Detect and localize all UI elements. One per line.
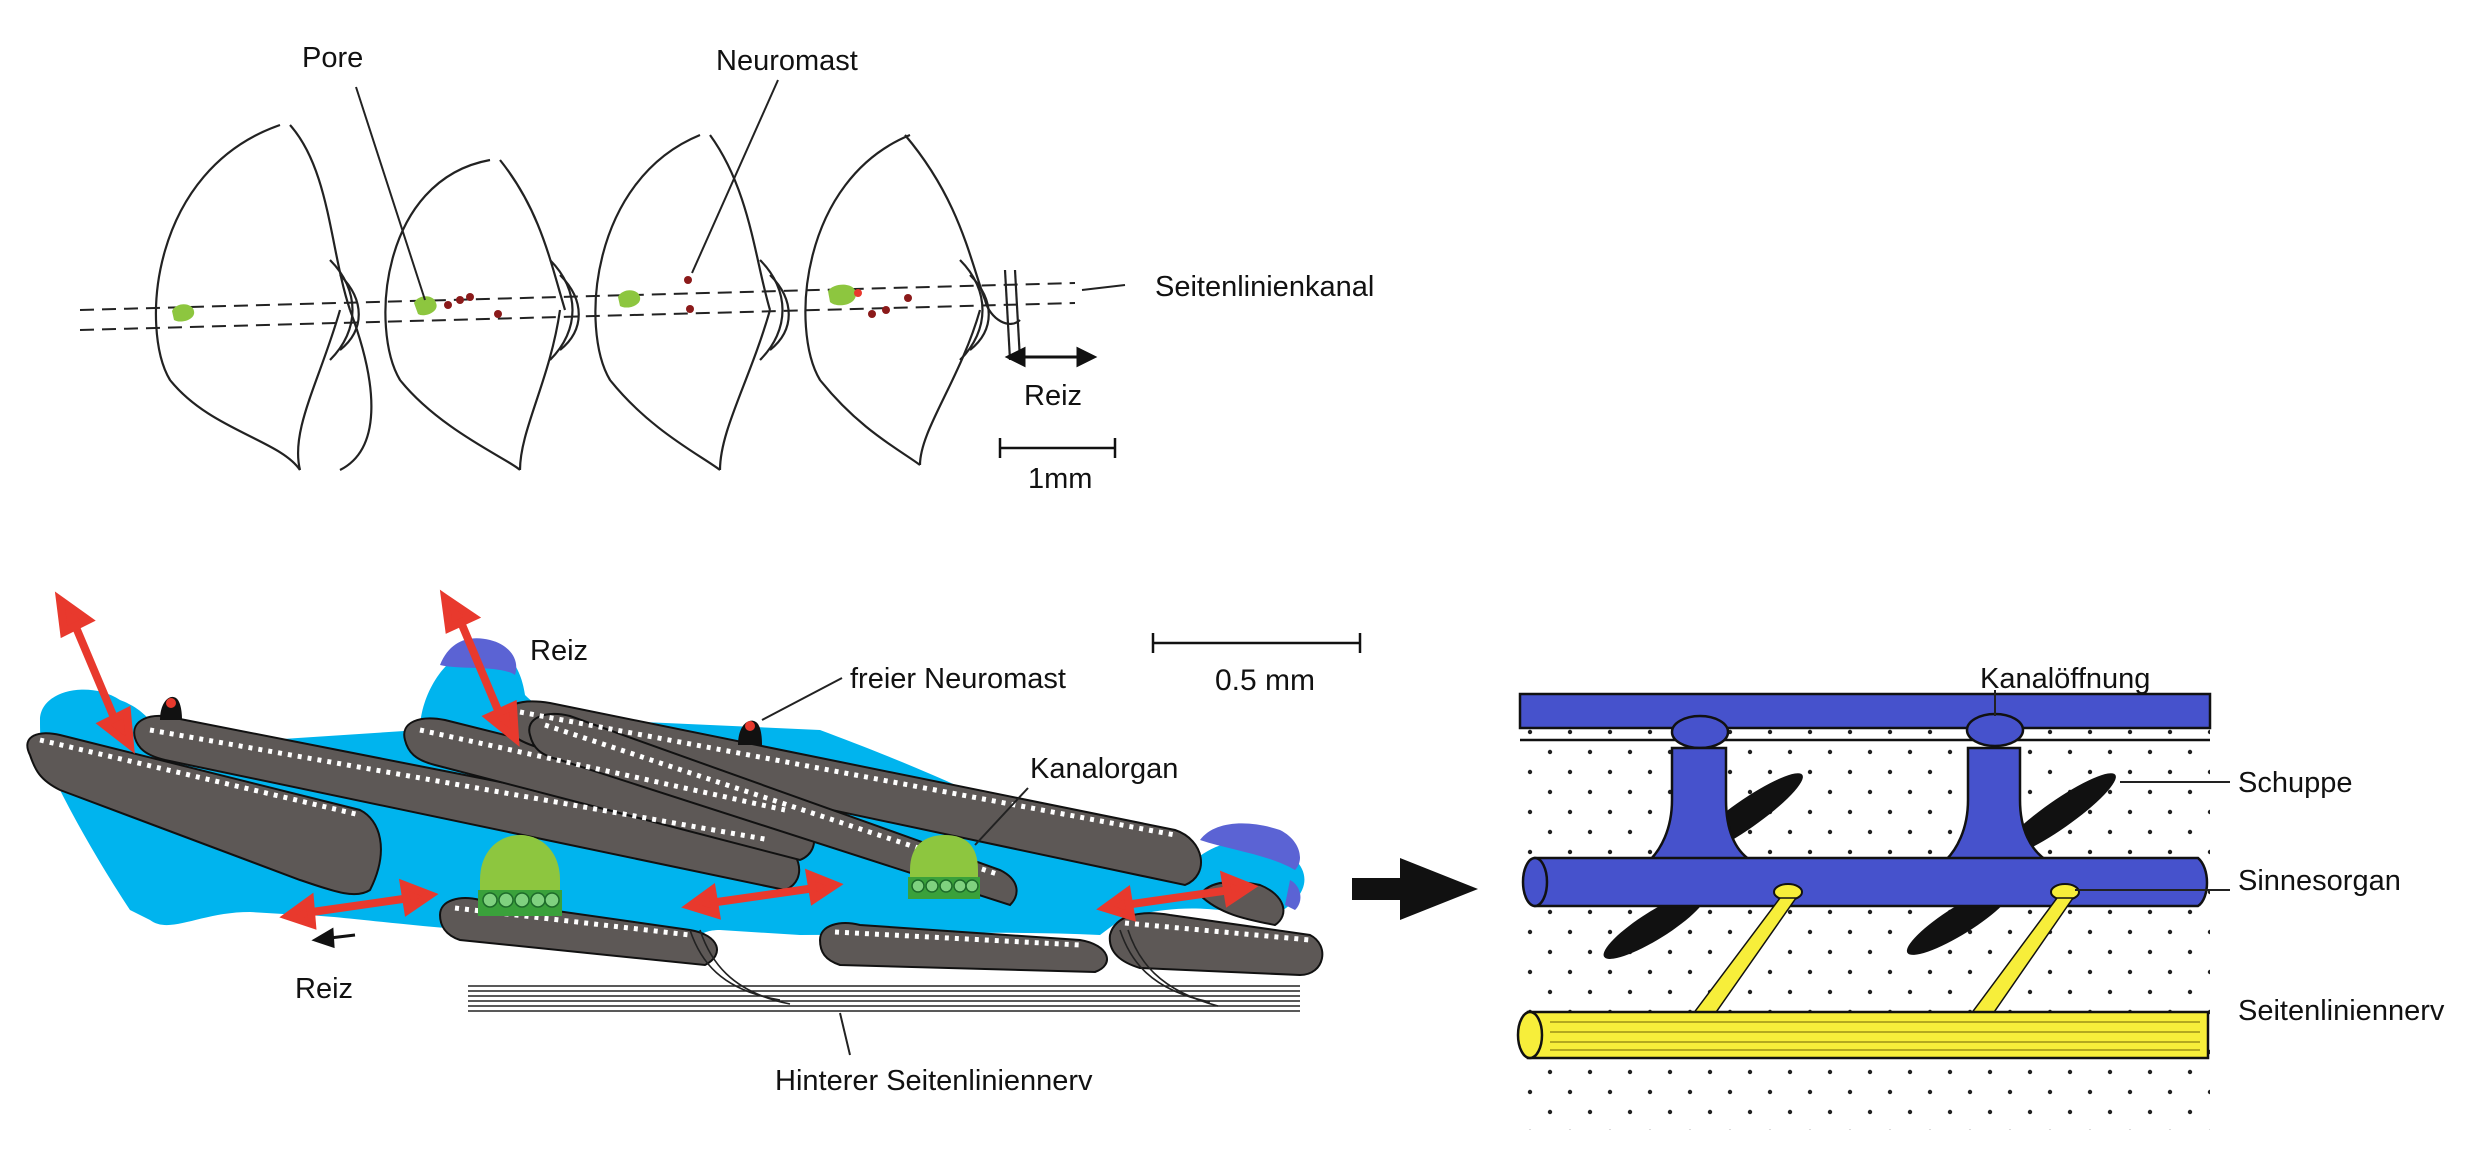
free-neuromast-icons [160, 696, 762, 745]
neuromast-dots [444, 276, 912, 318]
canal-schematic-panel [1516, 690, 2230, 1130]
neuromast-label: Neuromast [716, 45, 858, 77]
stimulus-arrow-top [1004, 346, 1098, 368]
scale-label-bottom: 0.5 mm [1215, 664, 1315, 697]
scale-outline [804, 133, 921, 466]
canal-organ-1 [478, 835, 562, 916]
scale-bar-bottom [1151, 633, 1362, 653]
stimulus-label-upper: Reiz [530, 635, 588, 667]
transition-arrow [1352, 858, 1478, 920]
pore-label: Pore [302, 42, 363, 74]
scale-outline [154, 123, 301, 471]
canal-opening-label: Kanalöffnung [1980, 663, 2150, 695]
canal-label: Seitenlinienkanal [1155, 271, 1374, 303]
stimulus-arrows-red [54, 589, 1259, 930]
sense-organ-label: Sinnesorgan [2238, 865, 2401, 897]
posterior-nerve-label: Hinterer Seitenliniennerv [775, 1065, 1093, 1097]
stimulus-label-top: Reiz [1024, 380, 1082, 412]
free-neuromast-label: freier Neuromast [850, 663, 1066, 695]
canal-organ-label: Kanalorgan [1030, 753, 1178, 785]
canal-organ-2 [908, 835, 980, 899]
scale-label-top: 1mm [1028, 463, 1092, 495]
nerve-label: Seitenliniennerv [2238, 995, 2445, 1027]
scale-bone-label: Schuppe [2238, 767, 2353, 799]
stimulus-arrow-small [311, 927, 356, 949]
stimulus-label-lower: Reiz [295, 973, 353, 1005]
scale-outline [384, 158, 521, 471]
top-leader-lines [355, 79, 1126, 301]
bottom-leader-lines [761, 677, 1029, 1056]
scale-outline [594, 133, 721, 471]
scale-bar-top [998, 438, 1117, 458]
scales-surface-panel [154, 123, 1022, 471]
bead-rims [39, 709, 1311, 948]
lateral-line-canal [79, 282, 1076, 331]
scale-outline [289, 124, 352, 311]
posterior-nerve-fibers [468, 929, 1300, 1012]
canal-pores [172, 284, 856, 322]
